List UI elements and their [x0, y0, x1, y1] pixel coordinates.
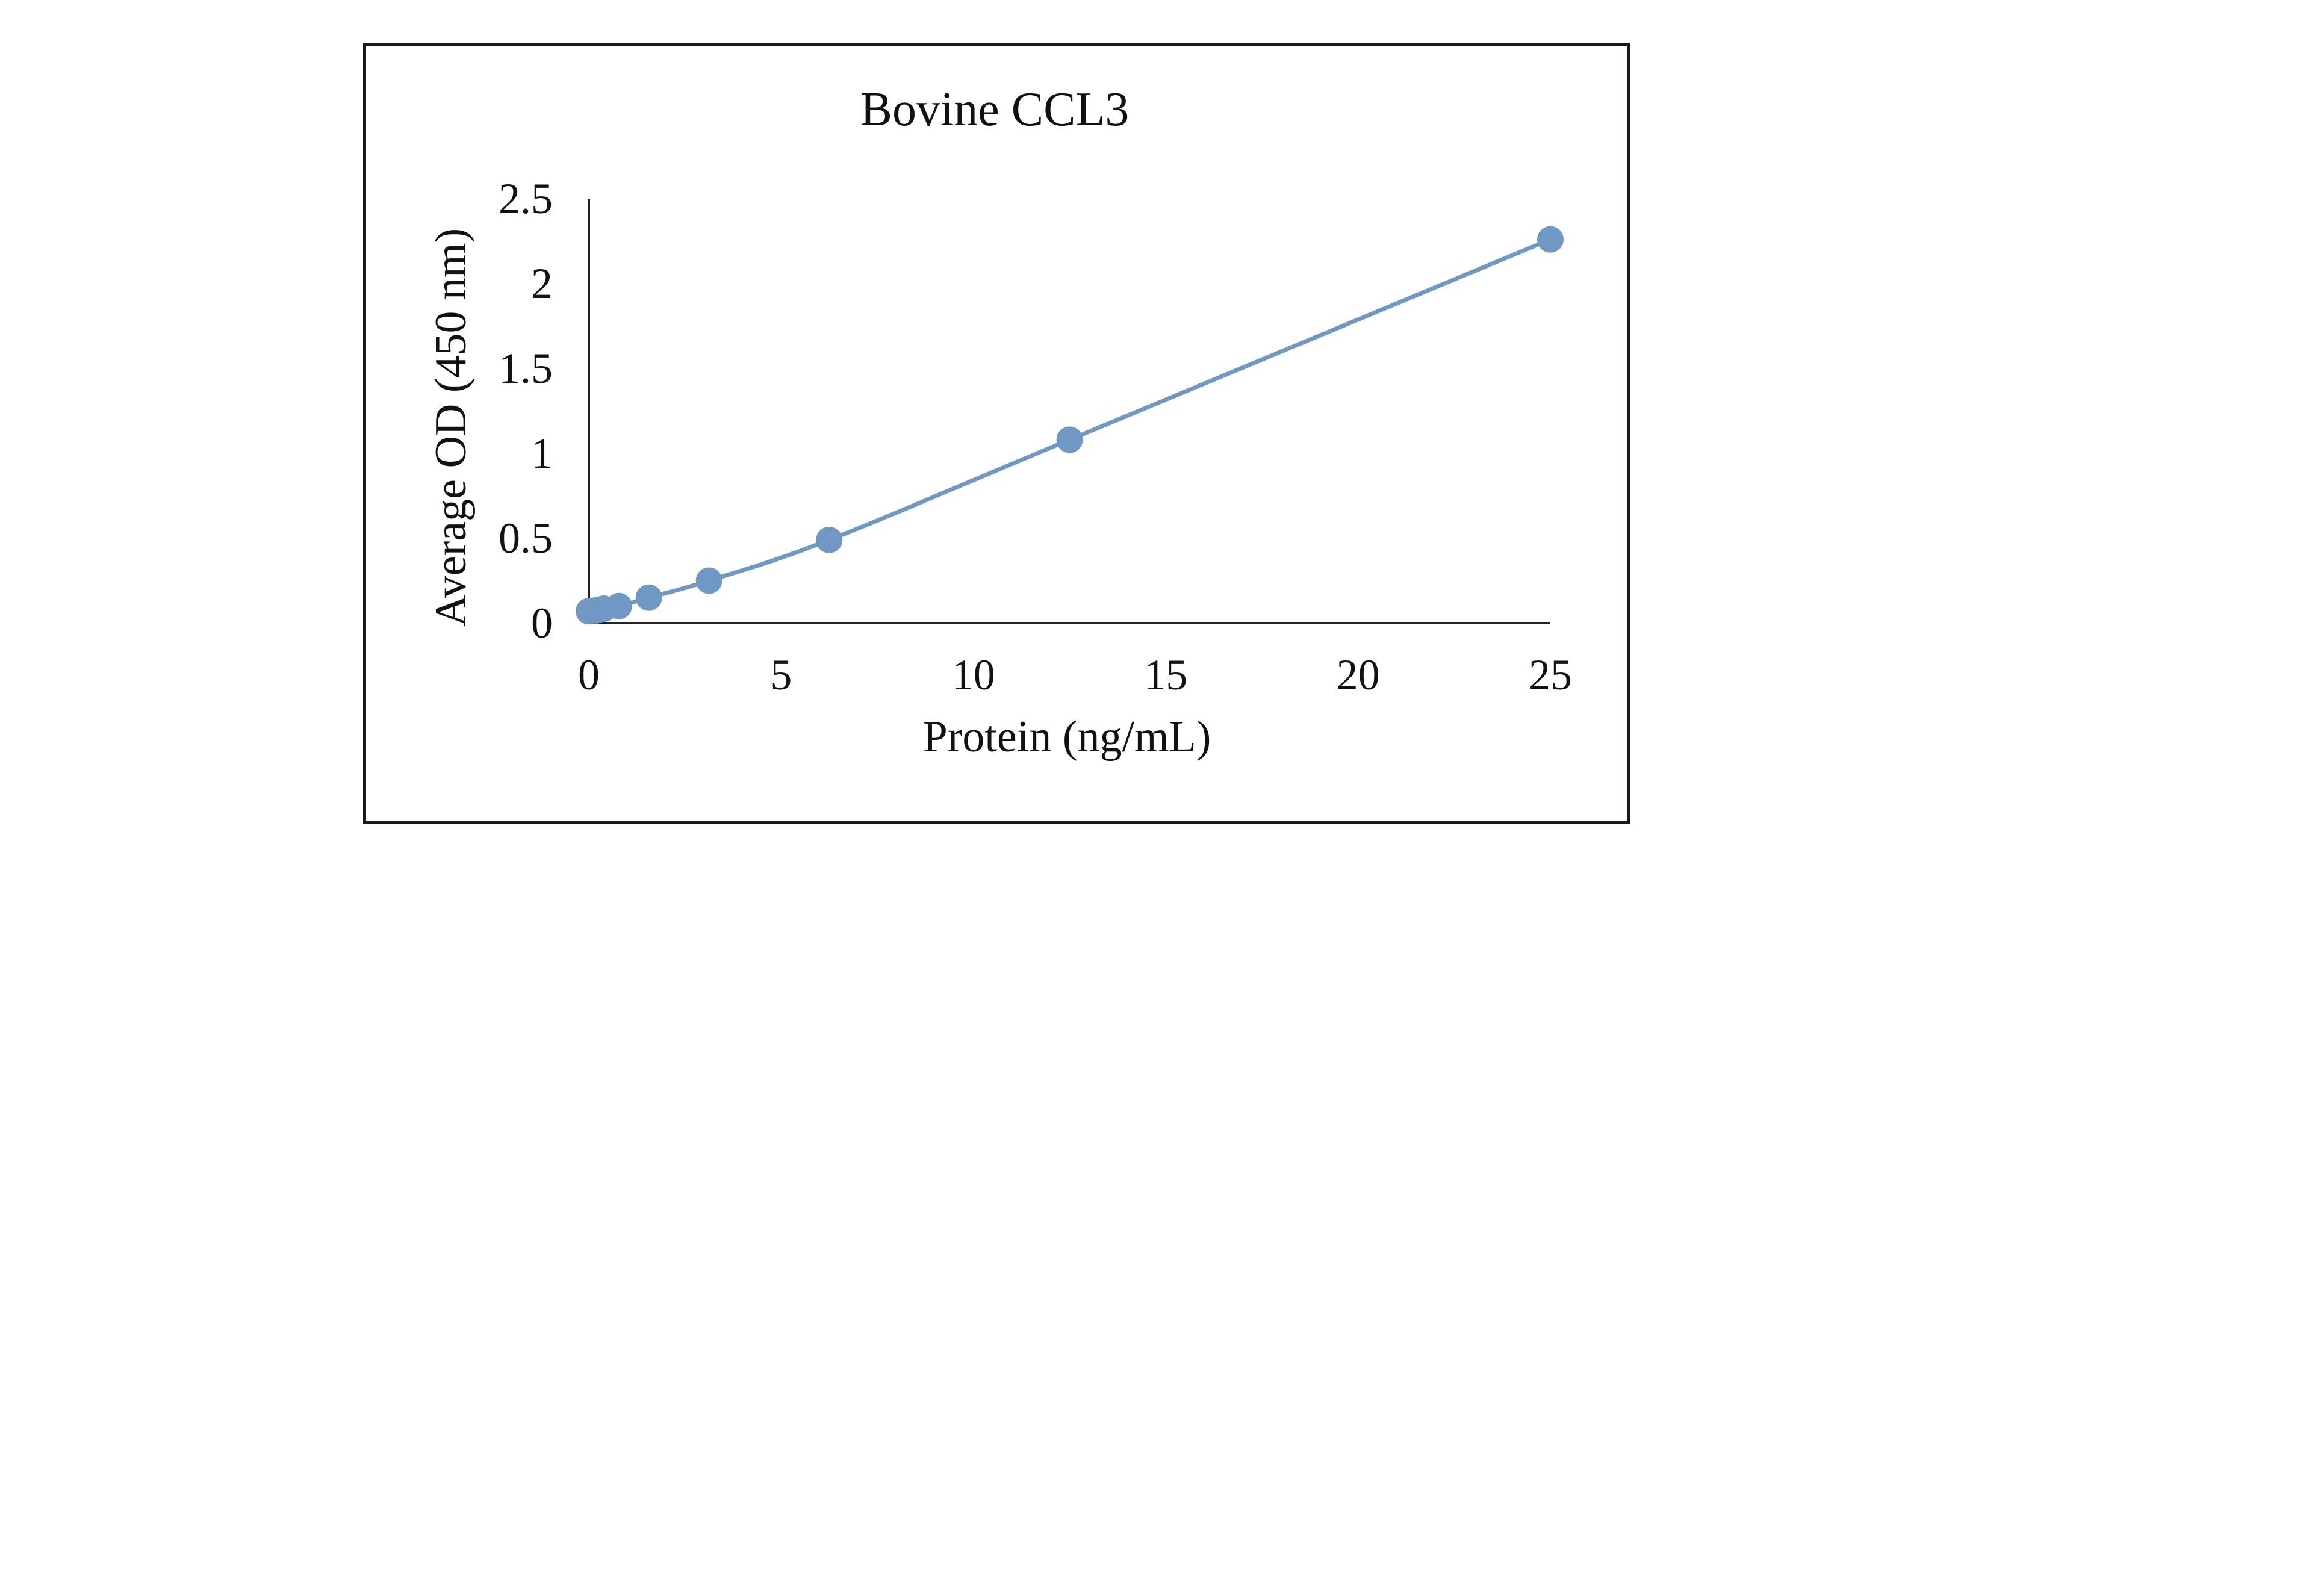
y-axis-label: Average OD (450 nm) — [426, 228, 476, 627]
data-point — [635, 584, 662, 611]
y-tick-label: 0.5 — [499, 514, 553, 562]
y-tick-label: 1 — [531, 429, 553, 477]
x-tick-label: 15 — [1144, 651, 1187, 699]
series-line — [588, 237, 1552, 613]
x-tick-label: 10 — [952, 651, 995, 699]
chart-title: Bovine CCL3 — [860, 83, 1130, 136]
data-point — [1056, 426, 1083, 453]
y-tick-label: 2.5 — [499, 175, 553, 223]
series-layer — [576, 226, 1564, 625]
y-tick-label: 2 — [531, 259, 553, 308]
data-point — [695, 567, 722, 594]
y-tick-labels: 0 0.5 1 1.5 2 2.5 — [499, 175, 553, 647]
x-tick-label: 20 — [1337, 651, 1380, 699]
chart-frame — [363, 43, 1630, 824]
x-axis-label: Protein (ng/mL) — [923, 712, 1211, 762]
data-point — [1537, 226, 1564, 253]
data-point — [605, 592, 632, 619]
axes — [588, 199, 1550, 624]
x-tick-labels: 0 5 10 15 20 25 — [578, 651, 1572, 699]
y-tick-label: 0 — [531, 599, 553, 647]
x-tick-label: 5 — [770, 651, 792, 699]
x-tick-label: 0 — [578, 651, 600, 699]
y-tick-label: 1.5 — [499, 344, 553, 393]
data-point — [816, 526, 843, 553]
x-tick-label: 25 — [1529, 651, 1572, 699]
